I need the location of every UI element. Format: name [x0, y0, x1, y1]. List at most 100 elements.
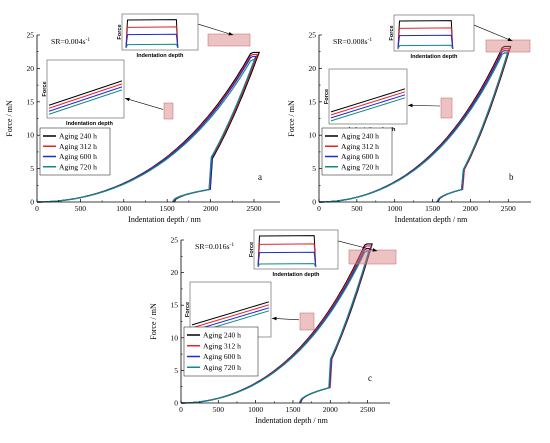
legend-label-4: Aging 720 h — [203, 363, 241, 372]
inset-plateau: Force Indentation depth — [117, 13, 199, 59]
x-axis-label: Indentation depth / nm — [128, 215, 201, 224]
y-tick-label: 5 — [174, 366, 178, 375]
highlight-region-top — [207, 33, 251, 47]
strain-rate-label: SR=0.008s-1 — [333, 37, 372, 46]
inset-plateau-line-4 — [397, 44, 454, 50]
y-tick-label: 10 — [171, 333, 179, 342]
x-tick-label: 2000 — [463, 204, 478, 213]
legend-label-2: Aging 312 h — [203, 341, 241, 350]
curves — [181, 243, 373, 404]
inset-loading-line-4 — [330, 97, 406, 122]
inset-plateau-line-4 — [257, 263, 317, 268]
highlight-region-mid — [163, 102, 174, 120]
inset-frame — [328, 68, 408, 125]
strain-rate-exponent: -1 — [86, 37, 91, 43]
legend-label-3: Aging 600 h — [341, 152, 379, 161]
y-tick-label: 20 — [27, 64, 35, 73]
series-line-4 — [37, 59, 256, 203]
series-line-4 — [319, 52, 509, 203]
legend-label-3: Aging 600 h — [203, 352, 241, 361]
x-tick-label: 2500 — [501, 204, 516, 213]
y-tick-label: 15 — [309, 97, 317, 106]
y-tick-label: 25 — [171, 236, 179, 245]
x-tick-label: 500 — [351, 204, 363, 213]
curves — [319, 45, 512, 203]
inset-plateau-line-4 — [125, 43, 179, 49]
inset-loading-line-2 — [330, 91, 406, 116]
inset-loading-ylabel: Force — [324, 89, 330, 104]
y-tick-label: 20 — [171, 268, 179, 277]
series-line-4 — [181, 250, 370, 404]
inset-loading-line-3 — [330, 94, 406, 119]
x-tick-label: 1500 — [160, 204, 175, 213]
inset-loading-ylabel: Force — [185, 302, 191, 317]
inset-plateau-xlabel: Indentation depth — [411, 54, 459, 60]
legend-label-2: Aging 312 h — [59, 142, 97, 151]
x-axis-label: Indentation depth / nm — [255, 416, 328, 425]
x-tick-label: 2500 — [360, 405, 375, 414]
panel-letter: b — [509, 172, 514, 182]
panel-letter: c — [368, 373, 372, 383]
y-axis-label: Force / mN — [5, 100, 14, 137]
strain-rate-prefix: SR=0.016s — [195, 242, 230, 251]
legend-label-4: Aging 720 h — [341, 162, 379, 171]
highlight-region-top — [348, 249, 397, 265]
highlight-region-mid — [440, 97, 453, 119]
y-tick-label: 5 — [30, 164, 34, 173]
inset-loading-line-1 — [330, 88, 406, 113]
x-tick-label: 0 — [317, 204, 321, 213]
curves — [37, 51, 261, 203]
inset-loading-ylabel: Force — [42, 81, 48, 96]
x-tick-label: 1000 — [116, 204, 131, 213]
highlight-region-top — [485, 39, 531, 53]
x-tick-label: 2000 — [323, 405, 338, 414]
x-axis-label: Indentation depth / nm — [395, 215, 468, 224]
y-tick-label: 10 — [27, 131, 35, 140]
x-tick-label: 1000 — [387, 204, 402, 213]
inset-plateau: Force Indentation depth — [389, 14, 475, 60]
inset-plateau-ylabel: Force — [389, 25, 395, 40]
callout-arrow — [271, 316, 300, 321]
y-tick-label: 10 — [309, 131, 317, 140]
inset-loading-line-1 — [48, 80, 123, 106]
chart-panel-b: 0 500 1000 1500 2000 2500 0 5 10 15 20 25 Indentatio… — [287, 14, 531, 224]
x-tick-label: 1500 — [425, 204, 440, 213]
y-axis-label: Force / mN — [287, 100, 296, 137]
panel-letter: a — [258, 172, 262, 182]
legend-label-2: Aging 312 h — [341, 142, 379, 151]
y-tick-label: 0 — [174, 399, 178, 408]
chart-panel-c: 0 500 1000 1500 2000 2500 0 5 10 15 20 25 Indentatio… — [149, 229, 397, 425]
inset-plateau: Force Indentation depth — [249, 229, 339, 278]
x-tick-label: 2500 — [246, 204, 261, 213]
strain-rate-exponent: -1 — [368, 37, 373, 43]
y-tick-label: 15 — [171, 301, 179, 310]
inset-loading-line-3 — [48, 86, 123, 112]
strain-rate-exponent: -1 — [230, 242, 235, 248]
x-tick-label: 500 — [75, 204, 87, 213]
strain-rate-label: SR=0.016s-1 — [195, 242, 234, 251]
strain-rate-prefix: SR=0.004s — [51, 37, 86, 46]
inset-plateau-line-3 — [397, 34, 454, 50]
legend-label-1: Aging 240 h — [59, 132, 97, 141]
x-tick-label: 0 — [35, 204, 39, 213]
y-tick-label: 20 — [309, 64, 317, 73]
inset-plateau-xlabel: Indentation depth — [137, 53, 185, 59]
y-tick-label: 0 — [312, 198, 316, 207]
y-tick-label: 15 — [27, 97, 35, 106]
inset-plateau-xlabel: Indentation depth — [273, 272, 321, 278]
inset-loading-xlabel: Indentation depth — [66, 121, 114, 127]
y-tick-label: 5 — [312, 164, 316, 173]
y-tick-label: 25 — [309, 31, 317, 40]
inset-plateau-ylabel: Force — [249, 242, 255, 257]
y-axis-label: Force / mN — [149, 303, 158, 340]
callout-arrow — [407, 103, 441, 108]
legend-label-1: Aging 240 h — [341, 132, 379, 141]
legend-label-4: Aging 720 h — [59, 162, 97, 171]
inset-plateau-line-3 — [257, 251, 317, 268]
chart-panel-a: 0 500 1000 1500 2000 2500 0 5 10 15 20 25 Indentatio… — [5, 13, 280, 224]
inset-plateau-ylabel: Force — [117, 24, 123, 39]
